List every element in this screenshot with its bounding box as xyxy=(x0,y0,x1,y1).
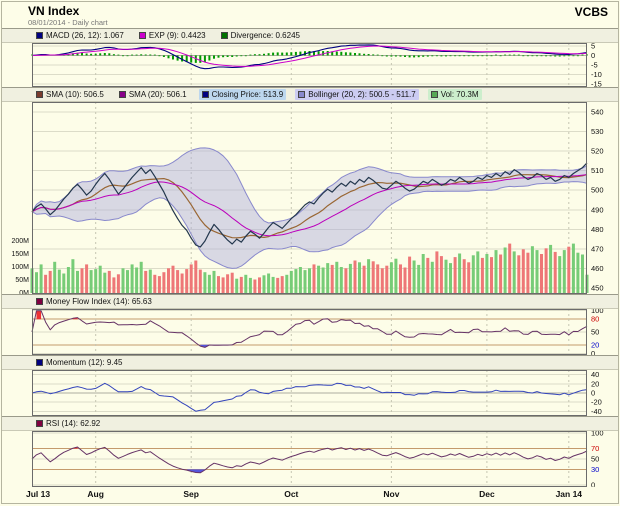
svg-text:480: 480 xyxy=(591,225,604,234)
legend-closing-price: Closing Price: 513.9 xyxy=(198,89,287,100)
mfi-legend-label: Money Flow Index (14): 65.63 xyxy=(46,297,152,306)
svg-text:70: 70 xyxy=(591,444,599,453)
volume-color-chip xyxy=(430,91,438,98)
sma20-color-chip xyxy=(118,91,126,98)
macd-legend-label: MACD (26, 12): 1.067 xyxy=(46,31,124,40)
svg-text:50: 50 xyxy=(591,328,599,337)
chart-subtitle: 08/01/2014 - Daily chart xyxy=(28,18,108,27)
svg-text:Dec: Dec xyxy=(479,489,495,499)
legend-bollinger: Bollinger (20, 2): 500.5 - 511.7 xyxy=(295,89,419,100)
panel-price: SMA (10): 506.5 SMA (20): 506.1 Closing … xyxy=(2,87,618,294)
bollinger-legend-label: Bollinger (20, 2): 500.5 - 511.7 xyxy=(308,90,416,99)
panel-macd: MACD (26, 12): 1.067 EXP (9): 0.4423 Div… xyxy=(2,28,618,87)
legend-macd: MACD (26, 12): 1.067 xyxy=(33,30,127,41)
svg-text:-40: -40 xyxy=(591,407,602,416)
legend-exp: EXP (9): 0.4423 xyxy=(136,30,209,41)
svg-text:0: 0 xyxy=(591,480,595,487)
price-legend: SMA (10): 506.5 SMA (20): 506.1 Closing … xyxy=(2,87,618,102)
svg-text:50: 50 xyxy=(591,455,599,464)
svg-text:80: 80 xyxy=(591,315,599,324)
legend-sma10: SMA (10): 506.5 xyxy=(33,89,107,100)
svg-text:-20: -20 xyxy=(591,398,602,407)
divergence-color-chip xyxy=(220,32,228,39)
svg-text:0: 0 xyxy=(591,51,595,60)
closing-price-legend-label: Closing Price: 513.9 xyxy=(211,90,284,99)
svg-text:Sep: Sep xyxy=(183,489,199,499)
price-plot[interactable]: 200M 150M 100M 50M 0M 540 530 520 510 500 490 480 47… xyxy=(2,102,620,294)
svg-text:20: 20 xyxy=(591,340,599,349)
svg-text:520: 520 xyxy=(591,146,604,155)
svg-text:Jan 14: Jan 14 xyxy=(556,489,583,499)
svg-text:-10: -10 xyxy=(591,70,602,79)
sma10-legend-label: SMA (10): 506.5 xyxy=(46,90,104,99)
svg-text:5: 5 xyxy=(591,43,595,50)
macd-plot[interactable]: 50-5-10-15 xyxy=(2,43,620,87)
exp-legend-label: EXP (9): 0.4423 xyxy=(148,31,206,40)
svg-text:100: 100 xyxy=(591,309,604,315)
panel-momentum: Momentum (12): 9.45 40 20 0 -20 -40 xyxy=(2,355,618,416)
panel-mfi: Money Flow Index (14): 65.63 100 80 50 20 0 xyxy=(2,294,618,355)
svg-text:100M: 100M xyxy=(11,264,29,271)
svg-text:Oct: Oct xyxy=(284,489,298,499)
volume-legend-label: Vol: 70.3M xyxy=(440,90,479,99)
svg-text:Aug: Aug xyxy=(87,489,104,499)
exp-color-chip xyxy=(138,32,146,39)
legend-volume: Vol: 70.3M xyxy=(427,89,482,100)
svg-text:0: 0 xyxy=(591,389,595,398)
bollinger-color-chip xyxy=(298,91,306,98)
mfi-legend: Money Flow Index (14): 65.63 xyxy=(2,294,618,309)
svg-text:50M: 50M xyxy=(15,277,29,284)
svg-text:200M: 200M xyxy=(11,238,29,245)
sma10-color-chip xyxy=(36,91,43,98)
svg-text:Jul 13: Jul 13 xyxy=(26,489,50,499)
svg-text:-15: -15 xyxy=(591,80,602,87)
rsi-legend: RSI (14): 62.92 xyxy=(2,416,618,431)
chart-header: VN Index 08/01/2014 - Daily chart VCBS xyxy=(2,2,618,28)
svg-text:460: 460 xyxy=(591,264,604,273)
legend-momentum: Momentum (12): 9.45 xyxy=(33,357,125,368)
svg-text:0M: 0M xyxy=(19,290,29,294)
svg-text:20: 20 xyxy=(591,379,599,388)
legend-mfi: Money Flow Index (14): 65.63 xyxy=(33,296,155,307)
svg-text:470: 470 xyxy=(591,244,604,253)
rsi-legend-label: RSI (14): 62.92 xyxy=(46,419,101,428)
svg-text:0: 0 xyxy=(591,349,595,355)
momentum-color-chip xyxy=(36,359,43,366)
svg-text:500: 500 xyxy=(591,186,604,195)
svg-text:540: 540 xyxy=(591,107,604,116)
svg-text:450: 450 xyxy=(591,284,604,293)
momentum-legend: Momentum (12): 9.45 xyxy=(2,355,618,370)
title-block: VN Index 08/01/2014 - Daily chart xyxy=(28,5,108,27)
sma20-legend-label: SMA (20): 506.1 xyxy=(128,90,187,99)
mfi-color-chip xyxy=(36,298,43,305)
chart-title: VN Index xyxy=(28,4,80,18)
svg-text:Nov: Nov xyxy=(383,489,399,499)
legend-sma20: SMA (20): 506.1 xyxy=(116,89,190,100)
svg-text:-5: -5 xyxy=(591,61,598,70)
panel-rsi: RSI (14): 62.92 100 70 50 30 0 xyxy=(2,416,618,487)
macd-legend: MACD (26, 12): 1.067 EXP (9): 0.4423 Div… xyxy=(2,28,618,43)
svg-text:40: 40 xyxy=(591,370,599,379)
svg-text:530: 530 xyxy=(591,127,604,136)
rsi-color-chip xyxy=(36,420,43,427)
svg-text:510: 510 xyxy=(591,166,604,175)
svg-text:150M: 150M xyxy=(11,251,29,258)
svg-text:100: 100 xyxy=(591,431,604,438)
closing-price-color-chip xyxy=(201,91,209,98)
svg-text:490: 490 xyxy=(591,205,604,214)
momentum-legend-label: Momentum (12): 9.45 xyxy=(46,358,123,367)
svg-text:30: 30 xyxy=(591,465,599,474)
macd-color-chip xyxy=(36,32,43,39)
legend-rsi: RSI (14): 62.92 xyxy=(33,418,103,429)
divergence-legend-label: Divergence: 0.6245 xyxy=(230,31,300,40)
brand-label: VCBS xyxy=(574,5,608,19)
x-axis: Jul 13 Aug Sep Oct Nov Dec Jan 14 xyxy=(26,489,583,499)
legend-divergence: Divergence: 0.6245 xyxy=(218,30,303,41)
